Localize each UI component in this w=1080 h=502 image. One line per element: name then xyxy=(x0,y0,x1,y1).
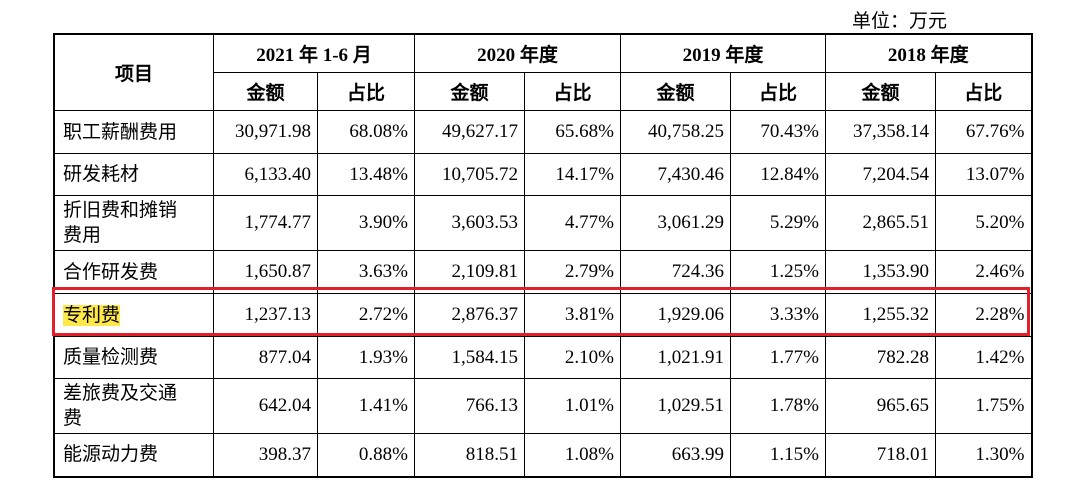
amount-cell: 1,237.13 xyxy=(213,293,318,337)
amount-cell: 766.13 xyxy=(414,378,525,434)
table-row: 差旅费及交通费 642.04 1.41% 766.13 1.01% 1,029.51 1.7… xyxy=(53,378,1032,434)
row-name-cell: 职工薪酬费用 xyxy=(53,110,214,154)
amount-cell: 7,430.46 xyxy=(620,153,731,196)
ratio-cell: 70.43% xyxy=(730,110,826,154)
row-name: 差旅费及交通费 xyxy=(63,383,178,429)
row-name: 专利费 xyxy=(63,304,121,326)
ratio-cell: 5.20% xyxy=(935,195,1032,251)
ratio-cell: 68.08% xyxy=(317,110,415,154)
row-name: 职工薪酬费用 xyxy=(63,121,178,143)
header-period-2019: 2019 年度 xyxy=(620,33,826,73)
ratio-cell: 1.77% xyxy=(730,336,826,379)
amount-cell: 7,204.54 xyxy=(825,153,936,196)
table-row: 质量检测费 877.04 1.93% 1,584.15 2.10% 1,021.91 1.7… xyxy=(53,336,1032,379)
ratio-cell: 65.68% xyxy=(524,110,621,154)
row-name-cell: 能源动力费 xyxy=(53,433,214,477)
amount-cell: 10,705.72 xyxy=(414,153,525,196)
header-period-2021h1: 2021 年 1-6 月 xyxy=(213,33,415,73)
unit-label: 单位：万元 xyxy=(852,11,948,32)
table-row: 能源动力费 398.37 0.88% 818.51 1.08% 663.99 1.15% 71… xyxy=(53,433,1032,477)
ratio-cell: 1.15% xyxy=(730,433,826,477)
header-ratio: 占比 xyxy=(524,72,621,111)
ratio-cell: 1.41% xyxy=(317,378,415,434)
amount-cell: 1,650.87 xyxy=(213,250,318,294)
ratio-cell: 1.01% xyxy=(524,378,621,434)
amount-cell: 30,971.98 xyxy=(213,110,318,154)
ratio-cell: 1.25% xyxy=(730,250,826,294)
header-item: 项目 xyxy=(53,33,214,111)
amount-cell: 1,029.51 xyxy=(620,378,731,434)
amount-cell: 37,358.14 xyxy=(825,110,936,154)
amount-cell: 1,021.91 xyxy=(620,336,731,379)
amount-cell: 965.65 xyxy=(825,378,936,434)
amount-cell: 663.99 xyxy=(620,433,731,477)
amount-cell: 1,929.06 xyxy=(620,293,731,337)
amount-cell: 398.37 xyxy=(213,433,318,477)
amount-cell: 1,584.15 xyxy=(414,336,525,379)
ratio-cell: 67.76% xyxy=(935,110,1032,154)
table-row: 合作研发费 1,650.87 3.63% 2,109.81 2.79% 724.36 1.2… xyxy=(53,250,1032,294)
amount-cell: 718.01 xyxy=(825,433,936,477)
ratio-cell: 3.33% xyxy=(730,293,826,337)
row-name: 研发耗材 xyxy=(63,164,140,185)
row-name-cell: 差旅费及交通费 xyxy=(53,378,214,434)
ratio-cell: 0.88% xyxy=(317,433,415,477)
row-name: 折旧费和摊销费用 xyxy=(63,200,178,246)
amount-cell: 642.04 xyxy=(213,378,318,434)
row-name-cell: 专利费 xyxy=(53,293,214,337)
amount-cell: 1,774.77 xyxy=(213,195,318,251)
header-period-2018: 2018 年度 xyxy=(825,33,1032,73)
amount-cell: 818.51 xyxy=(414,433,525,477)
ratio-cell: 1.30% xyxy=(935,433,1032,477)
ratio-cell: 3.90% xyxy=(317,195,415,251)
ratio-cell: 1.08% xyxy=(524,433,621,477)
header-amount: 金额 xyxy=(414,72,525,111)
header-period-2020: 2020 年度 xyxy=(414,33,621,73)
ratio-cell: 5.29% xyxy=(730,195,826,251)
amount-cell: 6,133.40 xyxy=(213,153,318,196)
rd-expense-table: 项目 2021 年 1-6 月 2020 年度 2019 年度 2018 年度 … xyxy=(53,33,1033,478)
row-name-cell: 研发耗材 xyxy=(53,153,214,196)
row-name: 质量检测费 xyxy=(63,347,159,368)
header-ratio: 占比 xyxy=(935,72,1032,111)
row-name: 合作研发费 xyxy=(63,261,159,283)
amount-cell: 3,603.53 xyxy=(414,195,525,251)
ratio-cell: 2.10% xyxy=(524,336,621,379)
highlight-box xyxy=(52,287,1030,336)
amount-cell: 2,109.81 xyxy=(414,250,525,294)
amount-cell: 1,255.32 xyxy=(825,293,936,337)
row-name-cell: 合作研发费 xyxy=(53,250,214,294)
amount-cell: 40,758.25 xyxy=(620,110,731,154)
header-amount: 金额 xyxy=(825,72,936,111)
ratio-cell: 1.93% xyxy=(317,336,415,379)
ratio-cell: 12.84% xyxy=(730,153,826,196)
ratio-cell: 3.81% xyxy=(524,293,621,337)
amount-cell: 1,353.90 xyxy=(825,250,936,294)
table-row: 研发耗材 6,133.40 13.48% 10,705.72 14.17% 7,430.4… xyxy=(53,153,1032,196)
row-name-cell: 折旧费和摊销费用 xyxy=(53,195,214,251)
table-row: 折旧费和摊销费用 1,774.77 3.90% 3,603.53 4.77% 3,061.… xyxy=(53,195,1032,251)
row-name: 能源动力费 xyxy=(63,444,159,466)
ratio-cell: 1.78% xyxy=(730,378,826,434)
amount-cell: 2,865.51 xyxy=(825,195,936,251)
amount-cell: 877.04 xyxy=(213,336,318,379)
ratio-cell: 14.17% xyxy=(524,153,621,196)
header-amount: 金额 xyxy=(213,72,318,111)
ratio-cell: 13.07% xyxy=(935,153,1032,196)
ratio-cell: 1.75% xyxy=(935,378,1032,434)
row-name-cell: 质量检测费 xyxy=(53,336,214,379)
ratio-cell: 2.46% xyxy=(935,250,1032,294)
ratio-cell: 4.77% xyxy=(524,195,621,251)
amount-cell: 782.28 xyxy=(825,336,936,379)
amount-cell: 49,627.17 xyxy=(414,110,525,154)
header-ratio: 占比 xyxy=(317,72,415,111)
header-ratio: 占比 xyxy=(730,72,826,111)
ratio-cell: 13.48% xyxy=(317,153,415,196)
amount-cell: 3,061.29 xyxy=(620,195,731,251)
table-row: 职工薪酬费用 30,971.98 68.08% 49,627.17 65.68% 40,7… xyxy=(53,110,1032,154)
header-amount: 金额 xyxy=(620,72,731,111)
ratio-cell: 2.72% xyxy=(317,293,415,337)
ratio-cell: 1.42% xyxy=(935,336,1032,379)
